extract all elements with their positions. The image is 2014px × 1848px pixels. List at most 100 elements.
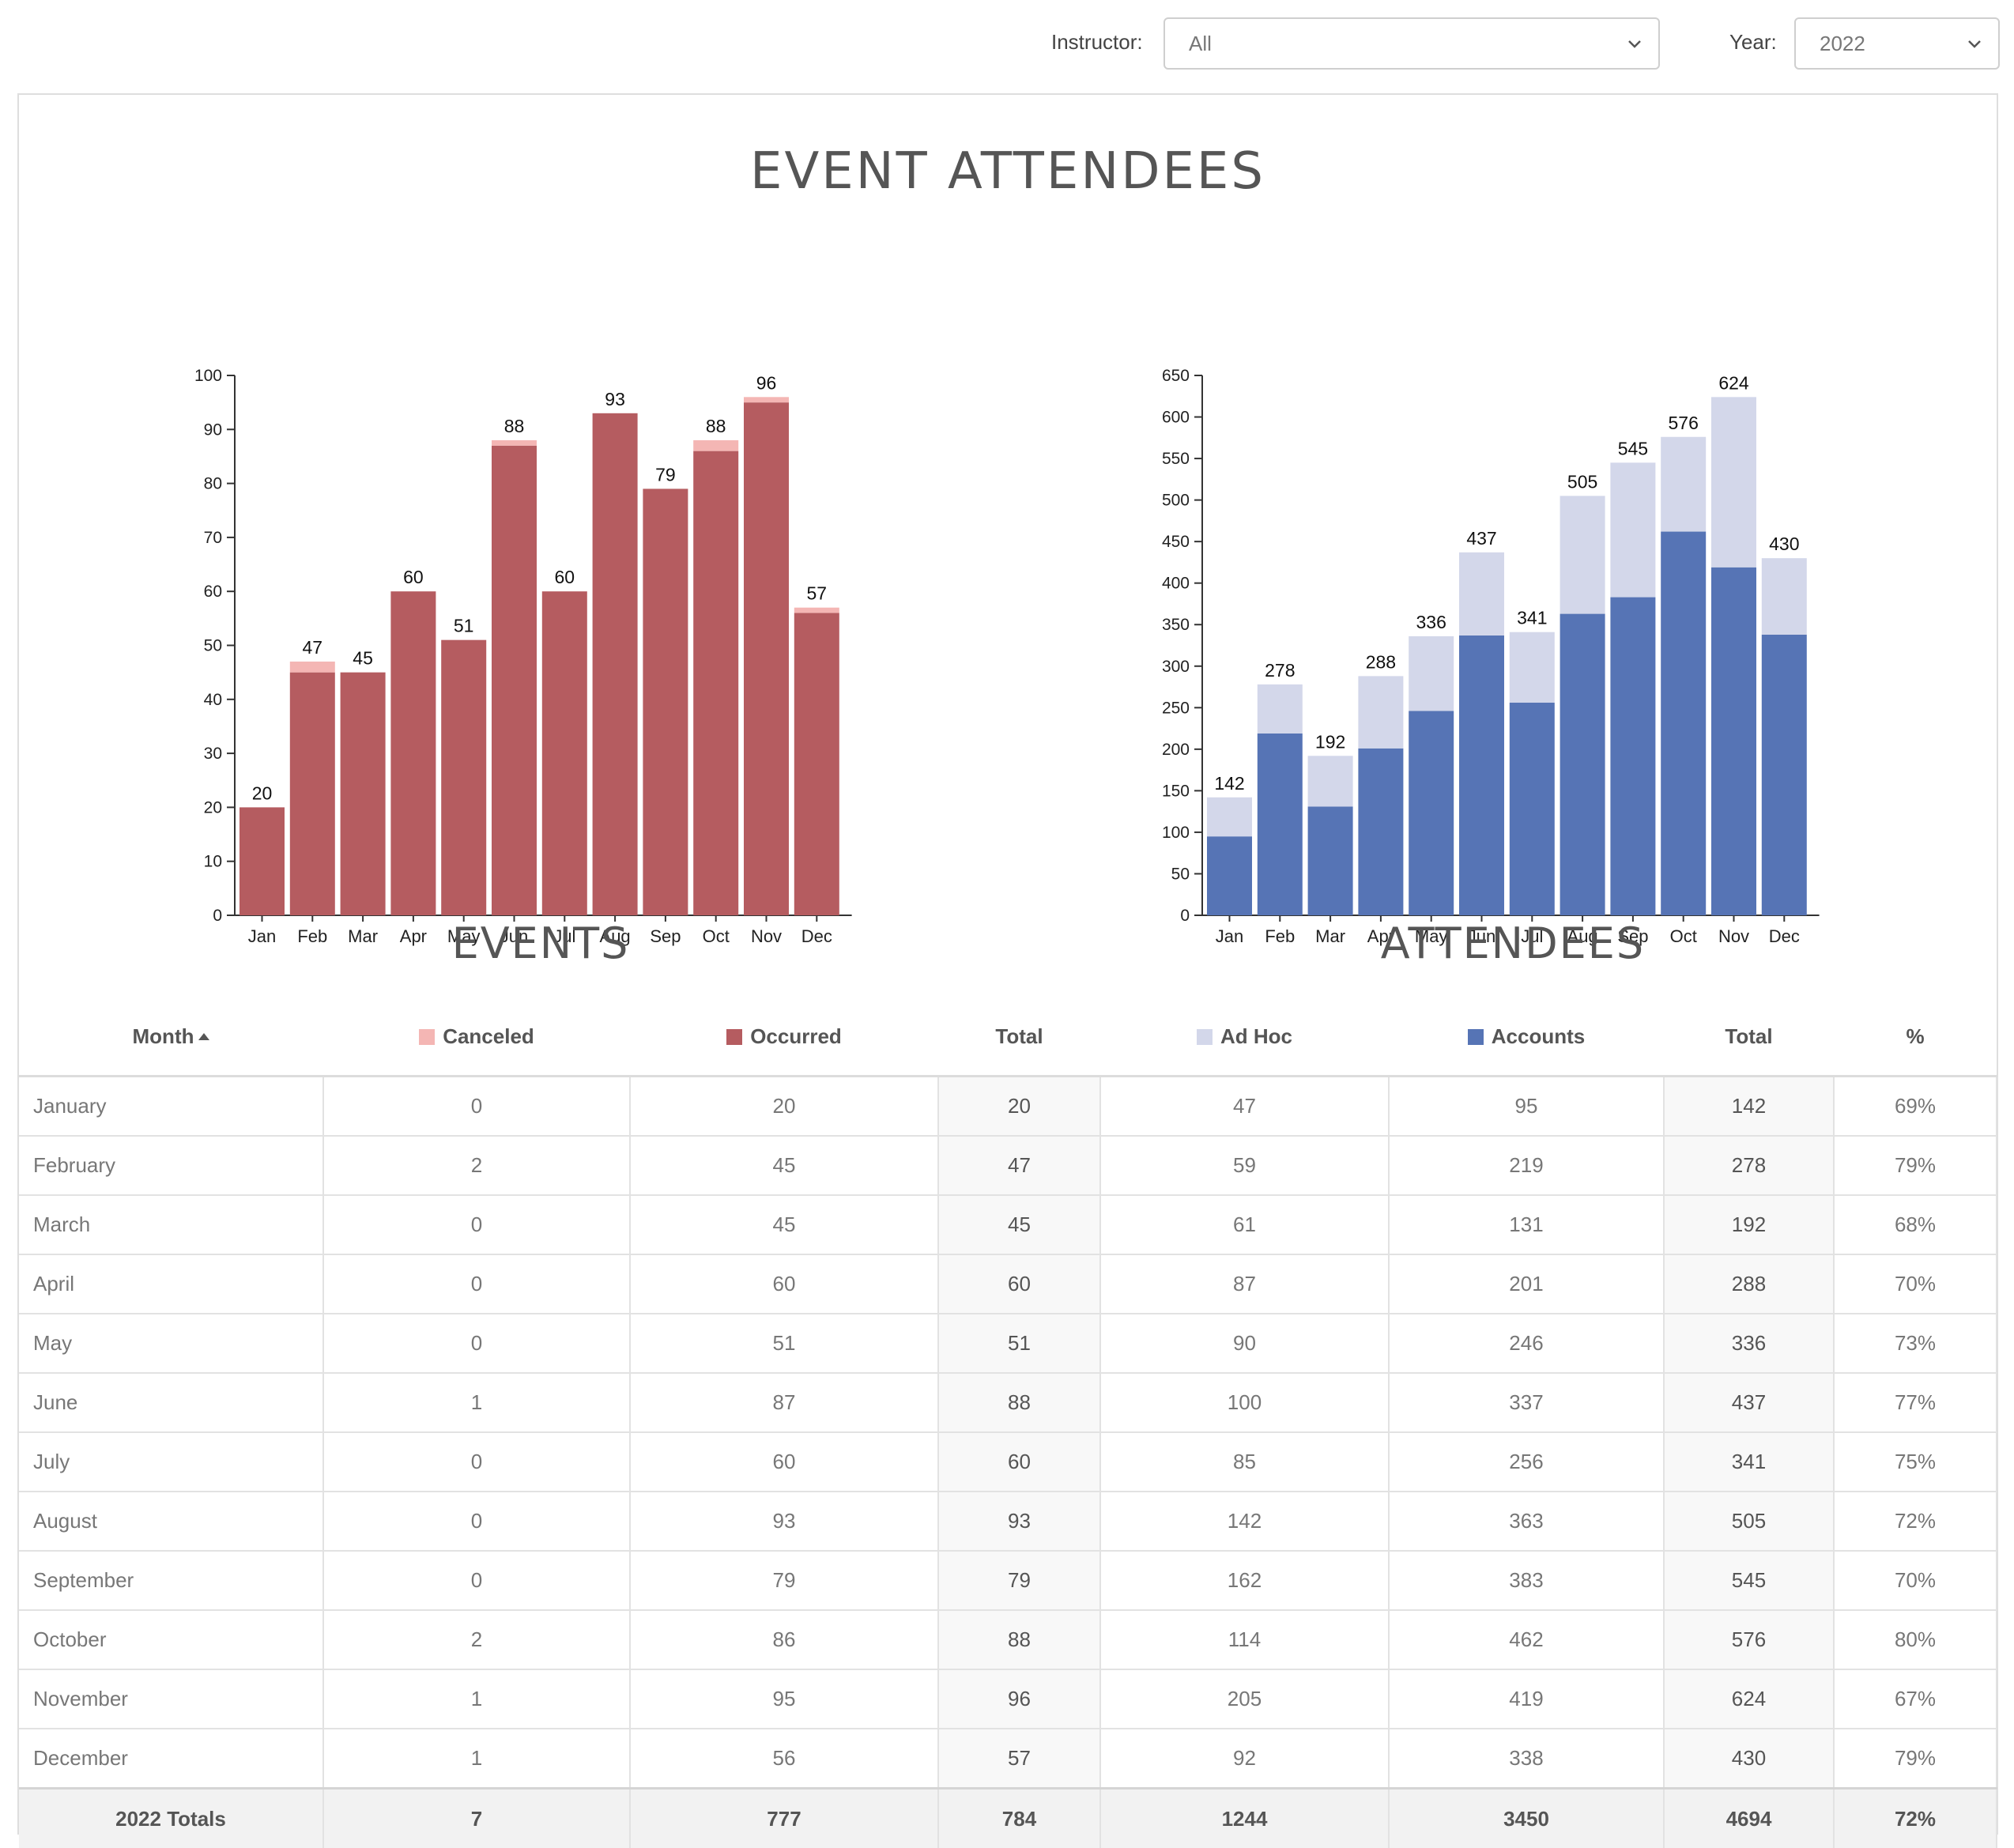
bar-segment-accounts[interactable] [1409,711,1454,915]
bar-segment-occurred[interactable] [542,591,587,915]
attendees-total-header[interactable]: Total [1664,998,1834,1077]
bar-segment-ad-hoc[interactable] [1409,636,1454,711]
table-cell: 96 [938,1669,1100,1729]
bar-segment-occurred[interactable] [593,413,638,915]
bar-segment-ad-hoc[interactable] [1762,558,1807,635]
events-chart: 0102030405060708090100Jan20Feb47Mar45Apr… [160,261,871,956]
table-cell: 80% [1834,1610,1997,1669]
events-total-header[interactable]: Total [938,998,1100,1077]
bar-segment-ad-hoc[interactable] [1308,756,1353,806]
table-cell: 45 [630,1136,938,1195]
bar-segment-canceled[interactable] [290,662,335,673]
table-cell: 114 [1100,1610,1389,1669]
y-tick-label: 100 [1162,824,1190,842]
bar-segment-occurred[interactable] [239,807,285,915]
bar-segment-ad-hoc[interactable] [1610,462,1655,597]
table-cell: July [19,1432,323,1492]
table-cell: 67% [1834,1669,1997,1729]
bar-segment-accounts[interactable] [1207,836,1252,915]
table-cell: February [19,1136,323,1195]
y-tick-label: 80 [204,475,222,493]
bar-segment-canceled[interactable] [744,397,789,402]
table-cell: 87 [630,1373,938,1432]
bar-segment-accounts[interactable] [1762,635,1807,915]
bar-segment-occurred[interactable] [643,488,688,915]
instructor-select[interactable]: All [1164,17,1660,70]
bar-segment-accounts[interactable] [1510,703,1555,915]
bar-segment-ad-hoc[interactable] [1207,798,1252,836]
bar-total-label: 79 [655,464,676,485]
table-cell: 288 [1664,1254,1834,1314]
canceled-header[interactable]: Canceled [323,998,630,1077]
bar-total-label: 47 [303,637,323,658]
bar-segment-occurred[interactable] [290,673,335,915]
bar-segment-occurred[interactable] [341,673,386,915]
table-cell: June [19,1373,323,1432]
y-tick-label: 20 [204,798,222,817]
table-cell: 419 [1389,1669,1664,1729]
table-cell: 93 [938,1492,1100,1551]
occurred-header[interactable]: Occurred [630,998,938,1077]
occurred-legend-swatch [726,1029,742,1045]
bar-segment-canceled[interactable] [492,440,537,446]
adhoc-header[interactable]: Ad Hoc [1100,998,1389,1077]
bar-segment-occurred[interactable] [441,640,486,915]
month-header[interactable]: Month [19,998,323,1077]
accounts-header[interactable]: Accounts [1389,998,1664,1077]
y-tick-label: 500 [1162,492,1190,510]
year-select[interactable]: 2022 [1794,17,2000,70]
bar-segment-occurred[interactable] [693,451,738,915]
table-cell: 73% [1834,1314,1997,1373]
bar-segment-accounts[interactable] [1610,598,1655,915]
bar-segment-ad-hoc[interactable] [1510,632,1555,703]
table-cell: 79% [1834,1136,1997,1195]
bar-segment-ad-hoc[interactable] [1459,553,1504,635]
bar-total-label: 505 [1567,471,1597,492]
table-cell: 85 [1100,1432,1389,1492]
y-tick-label: 200 [1162,741,1190,759]
table-cell: 201 [1389,1254,1664,1314]
bar-segment-accounts[interactable] [1711,568,1756,915]
bar-segment-ad-hoc[interactable] [1258,685,1303,734]
bar-segment-accounts[interactable] [1358,749,1403,915]
bar-segment-occurred[interactable] [390,591,436,915]
bar-segment-accounts[interactable] [1258,734,1303,915]
table-cell: 72% [1834,1492,1997,1551]
bar-segment-ad-hoc[interactable] [1358,676,1403,748]
bar-segment-occurred[interactable] [744,402,789,915]
bar-segment-occurred[interactable] [492,446,537,915]
bar-segment-ad-hoc[interactable] [1661,437,1706,532]
bar-segment-accounts[interactable] [1560,614,1605,915]
table-cell: 0 [323,1195,630,1254]
summary-table: Month Canceled Occurred Total Ad Hoc Acc… [19,998,1997,1848]
bar-segment-ad-hoc[interactable] [1560,496,1605,613]
percent-header[interactable]: % [1834,998,1997,1077]
table-cell: 61 [1100,1195,1389,1254]
bar-segment-canceled[interactable] [794,608,839,613]
bar-segment-ad-hoc[interactable] [1711,397,1756,567]
bar-segment-accounts[interactable] [1661,532,1706,915]
y-tick-label: 30 [204,745,222,763]
bar-total-label: 192 [1315,731,1345,752]
adhoc-legend-swatch [1197,1029,1213,1045]
y-tick-label: 50 [1171,865,1190,883]
bar-segment-accounts[interactable] [1459,635,1504,915]
table-cell: 4694 [1664,1789,1834,1848]
bar-segment-accounts[interactable] [1308,806,1353,915]
table-cell: 1 [323,1373,630,1432]
table-cell: 383 [1389,1551,1664,1610]
table-cell: 219 [1389,1136,1664,1195]
y-tick-label: 650 [1162,367,1190,385]
instructor-label: Instructor: [1051,30,1143,55]
bar-segment-occurred[interactable] [794,613,839,915]
table-cell: 45 [630,1195,938,1254]
attendees-chart: 050100150200250300350400450500550600650J… [1127,261,1839,956]
table-cell: 1 [323,1729,630,1789]
y-tick-label: 600 [1162,409,1190,427]
table-cell: 131 [1389,1195,1664,1254]
table-cell: 79% [1834,1729,1997,1789]
bar-segment-canceled[interactable] [693,440,738,451]
table-cell: 2 [323,1136,630,1195]
